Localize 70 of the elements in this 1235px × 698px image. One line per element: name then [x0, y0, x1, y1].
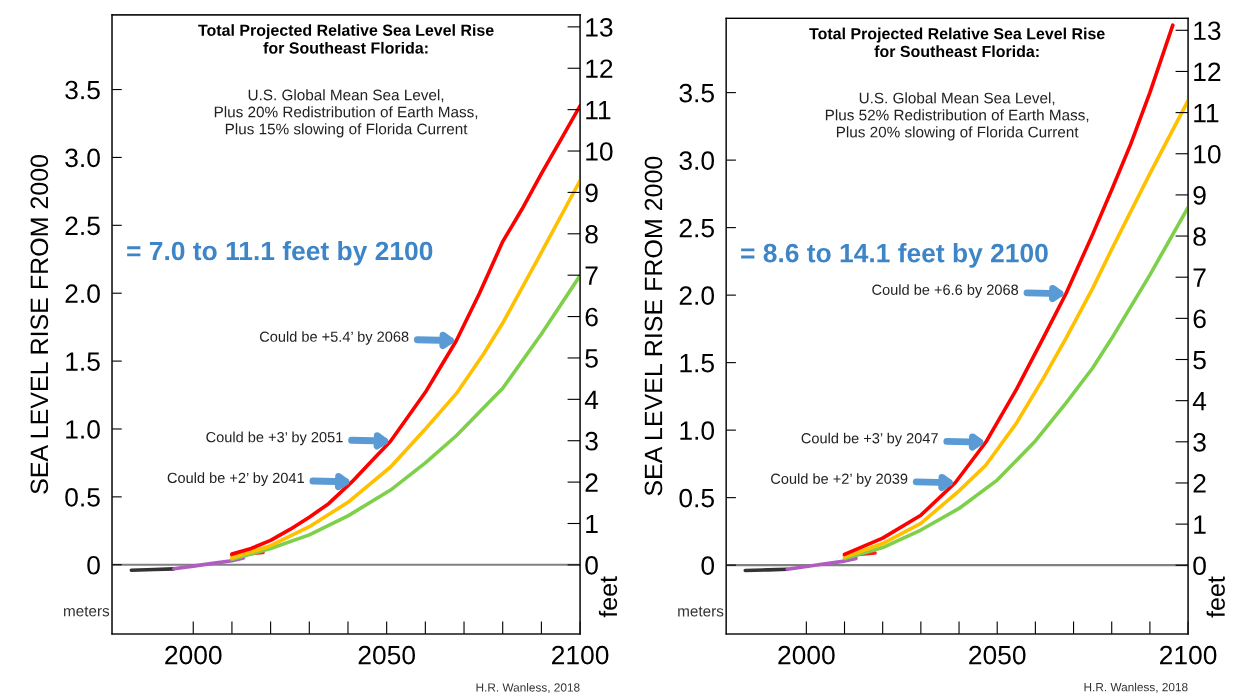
- y-tick-label: 1.5: [66, 352, 100, 371]
- y-axis-title: SEA LEVEL RISE FROM 2000: [644, 156, 663, 496]
- y2-tick-label: 13: [586, 18, 613, 37]
- y-tick-label: 1.0: [66, 420, 100, 439]
- y2-tick-label: 0: [1193, 556, 1206, 576]
- y-tick-label: 3.0: [65, 148, 100, 168]
- y-tick-label: 0: [87, 555, 100, 575]
- y2-tick-label: 9: [1193, 186, 1206, 205]
- annotation: Could be +3’ by 2047: [801, 432, 938, 447]
- text: H.R. Wanless, 2018: [1084, 682, 1188, 693]
- annotation: Could be +3’ by 2051: [206, 431, 343, 446]
- y-tick-label: 3.5: [679, 83, 714, 103]
- annotation: Could be +2’ by 2039: [771, 473, 908, 487]
- y2-tick-label: 12: [1194, 62, 1221, 82]
- y2-tick-label: 7: [1193, 268, 1206, 287]
- y-tick-label: 2.5: [679, 218, 714, 238]
- annotation: = 7.0 to 11.1 feet by 2100: [127, 240, 433, 266]
- y-tick-label: 0: [701, 556, 715, 575]
- y2-tick-label: 2: [1193, 474, 1206, 493]
- text: Total Projected Relative Sea Level Rise for Southeast Florida:: [809, 27, 1105, 58]
- y2-tick-label: 6: [1193, 309, 1206, 329]
- y2-tick-label: 2: [585, 473, 598, 492]
- x-tick-label: 2050: [969, 645, 1026, 665]
- y2-tick-label: 0: [585, 556, 598, 575]
- y2-tick-label: 5: [585, 349, 598, 368]
- y2-tick-label: 7: [585, 266, 598, 285]
- y2-tick-label: 6: [585, 307, 598, 327]
- y2-axis-title: feet: [1206, 576, 1225, 618]
- y-tick-label: 1.5: [680, 354, 714, 373]
- text: Total Projected Relative Sea Level Rise for Southeast Florida:: [198, 24, 494, 54]
- text: H.R. Wanless, 2018: [476, 682, 580, 694]
- text: meters: [678, 606, 724, 617]
- x-tick-label: 2100: [1160, 645, 1217, 665]
- y2-tick-label: 9: [585, 183, 598, 203]
- y2-tick-label: 4: [584, 390, 599, 409]
- annotation: Could be +6.6 by 2068: [872, 284, 1019, 298]
- y-tick-label: 2.0: [65, 284, 100, 304]
- y-tick-label: 2.0: [679, 286, 715, 305]
- y-axis-title: SEA LEVEL RISE FROM 2000: [30, 154, 49, 494]
- y2-tick-label: 8: [585, 224, 598, 244]
- y-tick-label: 1.0: [680, 421, 715, 440]
- y2-axis-title: feet: [598, 576, 618, 618]
- y2-tick-label: 10: [586, 142, 613, 161]
- x-tick-label: 2000: [165, 645, 222, 665]
- y-tick-label: 0.5: [679, 488, 714, 508]
- y2-tick-label: 3: [585, 431, 598, 451]
- x-tick-label: 2050: [358, 645, 415, 665]
- y2-tick-label: 4: [1192, 392, 1207, 411]
- y2-tick-label: 12: [586, 59, 613, 78]
- y-tick-label: 3.5: [65, 80, 100, 100]
- y2-tick-label: 5: [1193, 350, 1206, 370]
- y2-tick-label: 11: [1194, 104, 1219, 123]
- y2-tick-label: 10: [1194, 144, 1221, 164]
- y2-tick-label: 8: [1193, 227, 1206, 246]
- y2-tick-label: 3: [1193, 432, 1206, 452]
- annotation: Could be +2’ by 2041: [167, 472, 304, 486]
- text: U.S. Global Mean Sea Level, Plus 20% Redistribution of Earth Mass, Plus 15% slowing of Florida Current: [214, 89, 478, 138]
- y2-tick-label: 1: [1194, 515, 1206, 534]
- text: U.S. Global Mean Sea Level, Plus 52% Redistribution of Earth Mass, Plus 20% slowing of Florida Current: [825, 92, 1089, 141]
- y2-tick-label: 1: [586, 514, 598, 534]
- x-tick-label: 2100: [552, 645, 609, 665]
- y-tick-label: 0.5: [65, 488, 100, 507]
- y2-tick-label: 11: [586, 101, 611, 120]
- annotation: = 8.6 to 14.1 feet by 2100: [741, 243, 1048, 268]
- text: meters: [64, 606, 110, 617]
- x-tick-label: 2000: [778, 645, 835, 665]
- y-tick-label: 2.5: [65, 216, 100, 236]
- y-tick-label: 3.0: [679, 151, 715, 170]
- annotation: Could be +5.4’ by 2068: [259, 331, 409, 345]
- y2-tick-label: 13: [1194, 21, 1221, 41]
